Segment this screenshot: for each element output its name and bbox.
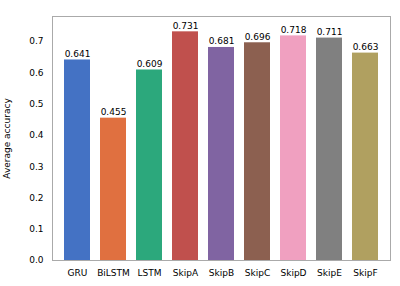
svg-text:0.0: 0.0 [29,255,44,265]
svg-text:GRU: GRU [68,268,88,278]
svg-text:SkipB: SkipB [209,268,234,278]
svg-text:0.4: 0.4 [29,130,44,140]
svg-text:0.6: 0.6 [29,68,44,78]
svg-text:0.718: 0.718 [281,25,307,35]
svg-text:0.7: 0.7 [29,36,43,46]
svg-text:0.1: 0.1 [29,224,43,234]
svg-text:SkipF: SkipF [353,268,377,278]
svg-text:LSTM: LSTM [138,268,162,278]
svg-text:BiLSTM: BiLSTM [97,268,130,278]
svg-text:0.696: 0.696 [245,32,271,42]
svg-text:0.609: 0.609 [137,59,163,69]
svg-text:0.641: 0.641 [65,49,91,59]
svg-text:0.2: 0.2 [29,193,43,203]
svg-text:SkipC: SkipC [245,268,270,278]
svg-text:SkipD: SkipD [280,268,306,278]
svg-text:0.731: 0.731 [173,21,199,31]
svg-text:SkipE: SkipE [317,268,342,278]
svg-text:0.5: 0.5 [29,99,43,109]
svg-text:0.711: 0.711 [317,27,343,37]
svg-text:0.3: 0.3 [29,162,43,172]
svg-text:0.455: 0.455 [101,107,127,117]
svg-text:Average accuracy: Average accuracy [2,98,12,179]
svg-text:0.663: 0.663 [353,42,379,52]
svg-text:SkipA: SkipA [173,268,199,278]
svg-text:0.681: 0.681 [209,36,235,46]
